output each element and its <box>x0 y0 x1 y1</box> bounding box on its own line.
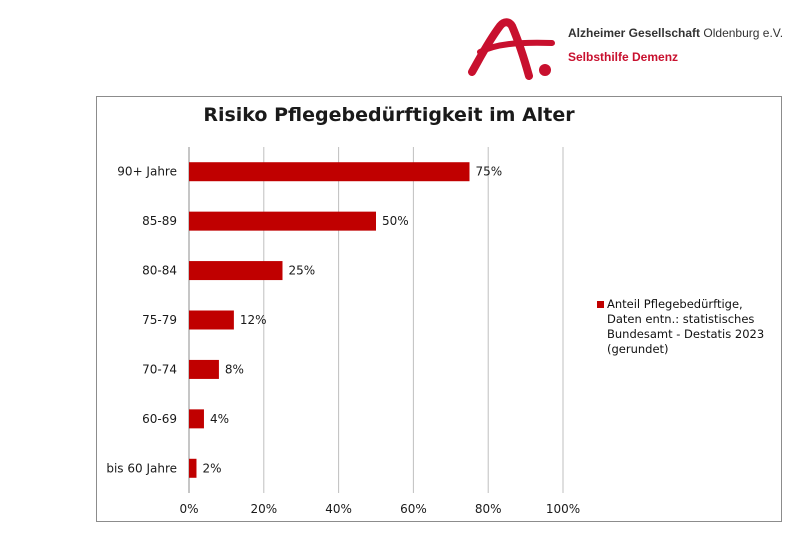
chart-title: Risiko Pflegebedürftigkeit im Alter <box>203 104 575 126</box>
x-tick-label: 40% <box>325 502 352 516</box>
x-tick-label: 100% <box>546 502 580 516</box>
bar <box>189 261 283 281</box>
x-tick-label: 60% <box>400 502 427 516</box>
bar-value-label: 2% <box>202 461 221 475</box>
organization-name-bold: Alzheimer Gesellschaft <box>568 26 701 40</box>
bar-value-label: 25% <box>289 264 316 278</box>
alzheimer-logo-icon <box>466 12 558 88</box>
category-label: 85-89 <box>142 214 177 228</box>
bar <box>189 409 204 429</box>
category-labels: 90+ Jahre 85-89 80-84 75-79 70-74 60-69 bis 60… <box>106 165 177 476</box>
legend-swatch <box>597 301 604 308</box>
category-label: 60-69 <box>142 412 177 426</box>
x-tick-label: 80% <box>475 502 502 516</box>
bar-value-label: 4% <box>210 412 229 426</box>
bar-value-label: 8% <box>225 362 244 376</box>
category-label: 80-84 <box>142 264 177 278</box>
bar <box>189 458 197 478</box>
x-tick-labels: 0% 20% 40% 60% 80% 100% <box>179 502 580 516</box>
organization-name: Alzheimer Gesellschaft Oldenburg e.V. <box>568 26 783 40</box>
bars <box>189 162 470 478</box>
bar-value-label: 50% <box>382 214 409 228</box>
x-tick-label: 0% <box>179 502 198 516</box>
organization-name-location: Oldenburg e.V. <box>703 26 784 40</box>
bar-value-label: 12% <box>240 313 267 327</box>
bar <box>189 359 219 379</box>
category-label: bis 60 Jahre <box>106 461 177 475</box>
bar <box>189 310 234 330</box>
bar <box>189 162 470 182</box>
category-label: 70-74 <box>142 362 177 376</box>
category-label: 75-79 <box>142 313 177 327</box>
chart-legend: Anteil Pflegebedürftige, Daten entn.: st… <box>597 297 777 357</box>
organization-tagline: Selbsthilfe Demenz <box>568 50 679 64</box>
legend-series-name: Anteil Pflegebedürftige, Daten entn.: st… <box>607 297 765 356</box>
value-labels: 75% 50% 25% 12% 8% 4% 2% <box>202 165 502 476</box>
bar <box>189 211 376 231</box>
x-tick-label: 20% <box>250 502 277 516</box>
bar-value-label: 75% <box>476 165 503 179</box>
category-label: 90+ Jahre <box>117 165 177 179</box>
